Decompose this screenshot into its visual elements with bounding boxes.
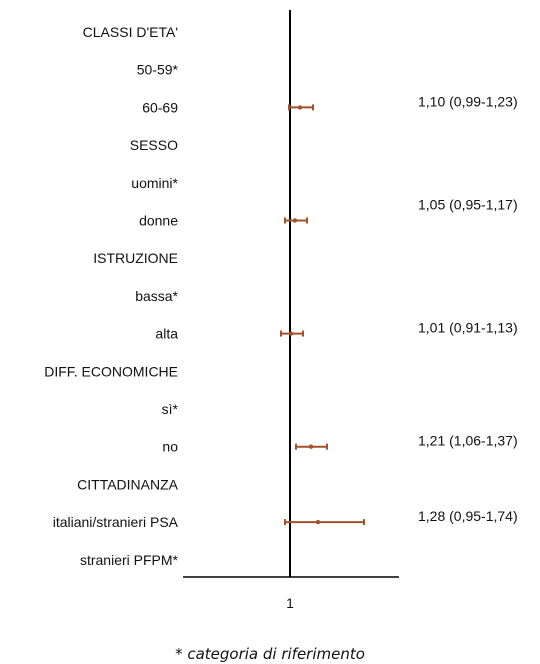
row-label: bassa* <box>135 288 178 304</box>
row-label: sì* <box>162 401 179 417</box>
ci-marker <box>280 330 304 337</box>
row-label: no <box>162 439 178 455</box>
row-label: 60-69 <box>142 99 178 115</box>
estimate-point <box>315 519 321 525</box>
row-label: 50-59* <box>137 62 179 78</box>
estimate-text: 1,28 (0,95-1,74) <box>418 508 518 524</box>
estimate-point <box>297 105 303 110</box>
row-label: uomini* <box>131 175 178 191</box>
estimate-text: 1,21 (1,06-1,37) <box>418 433 518 449</box>
footnote: * categoria di riferimento <box>175 645 365 663</box>
row-labels: CLASSI D'ETA' 50-59* 60-69 SESSO uomini* donn… <box>44 24 178 568</box>
x-tick-label: 1 <box>286 595 294 611</box>
estimate-point <box>308 444 314 449</box>
ci-marker <box>288 104 314 111</box>
group-header: DIFF. ECONOMICHE <box>44 363 178 379</box>
group-header: CLASSI D'ETA' <box>83 24 178 40</box>
group-header: CITTADINANZA <box>77 476 179 492</box>
estimate-marks <box>280 104 365 526</box>
estimate-text: 1,01 (0,91-1,13) <box>418 320 518 336</box>
ci-marker <box>284 519 365 526</box>
estimate-labels: 1,10 (0,99-1,23) 1,05 (0,95-1,17) 1,01 (0,… <box>418 93 518 524</box>
estimate-text: 1,10 (0,99-1,23) <box>418 93 518 109</box>
estimate-point <box>292 218 298 223</box>
group-header: ISTRUZIONE <box>93 250 178 266</box>
row-label: stranieri PFPM* <box>80 552 179 568</box>
estimate-text: 1,05 (0,95-1,17) <box>418 197 518 213</box>
row-label: alta <box>155 326 178 342</box>
ci-marker <box>284 217 308 224</box>
row-label: donne <box>139 213 178 229</box>
ci-marker <box>295 443 328 450</box>
group-header: SESSO <box>130 137 178 153</box>
row-label: italiani/stranieri PSA <box>53 514 179 530</box>
forest-plot: CLASSI D'ETA' 50-59* 60-69 SESSO uomini* donn… <box>44 10 518 611</box>
estimate-point <box>288 331 294 336</box>
